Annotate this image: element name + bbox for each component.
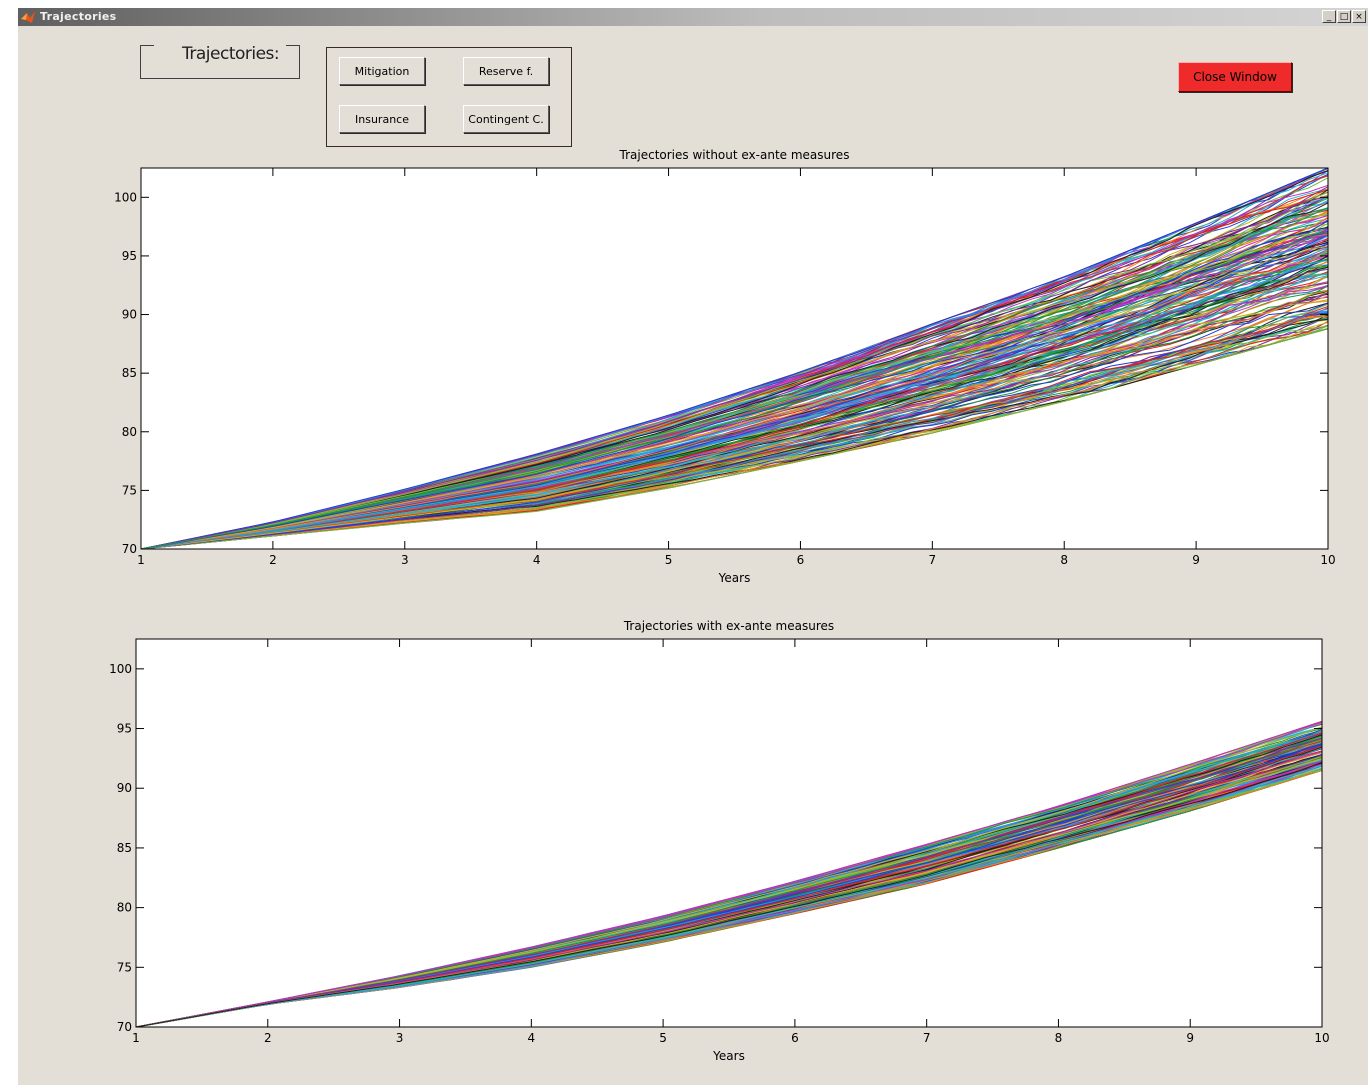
trajectories-frame [140, 45, 300, 79]
chart1-plot-area [136, 639, 1322, 1027]
chart1-y-tick-label: 100 [109, 662, 132, 676]
chart1-x-tick-label: 5 [659, 1031, 667, 1045]
chart0-trajectory-line [141, 207, 1328, 549]
chart1-y-tick-label: 95 [117, 722, 132, 736]
chart0-trajectory-line [141, 250, 1328, 549]
chart0-y-tick-label: 70 [122, 542, 137, 556]
chart1-trajectory-line [136, 726, 1322, 1027]
chart0-x-tick-label: 1 [137, 553, 145, 567]
chart1-x-tick-label: 3 [396, 1031, 404, 1045]
chart1-y-tick-label: 85 [117, 841, 132, 855]
chart0-trajectory-line [141, 313, 1328, 549]
chart1-axes-box [135, 638, 1323, 1028]
chart0-trajectory-line [141, 249, 1328, 549]
title-bar[interactable]: Trajectories _ □ × [18, 8, 1368, 26]
chart0-y-tick-label: 90 [122, 308, 137, 322]
chart1-x-axis-label: Years [712, 1049, 745, 1063]
chart0-y-tick-label: 85 [122, 366, 137, 380]
application-window: Trajectories _ □ × Trajectories: Mitigat… [18, 8, 1368, 1085]
chart1-x-tick-label: 8 [1055, 1031, 1063, 1045]
close-window-button[interactable]: Close Window [1178, 62, 1292, 92]
chart1-y-tick-label: 90 [117, 781, 132, 795]
chart0-x-tick-label: 10 [1320, 553, 1335, 567]
chart0-trajectory-line [141, 222, 1328, 549]
chart1-y-tick-label: 75 [117, 960, 132, 974]
chart0-title: Trajectories without ex-ante measures [619, 148, 850, 162]
chart0-trajectory-line [141, 220, 1328, 549]
chart-without-measures: Trajectories without ex-ante measures 1 2 3… [114, 148, 1336, 585]
chart0-trajectory-line [141, 268, 1328, 549]
chart0-x-tick-label: 3 [401, 553, 409, 567]
chart1-x-tick-label: 2 [264, 1031, 272, 1045]
chart0-x-axis-label: Years [718, 571, 751, 585]
window-title: Trajectories [40, 10, 117, 23]
chart0-y-tick-label: 80 [122, 425, 137, 439]
chart0-x-tick-label: 4 [533, 553, 541, 567]
chart1-series-group [136, 720, 1322, 1027]
chart1-trajectory-line [136, 758, 1322, 1027]
chart0-trajectory-line [141, 168, 1328, 549]
chart1-y-tick-label: 70 [117, 1020, 132, 1034]
chart0-y-tick-label: 100 [114, 190, 137, 204]
chart0-trajectory-line [141, 308, 1328, 549]
maximize-button[interactable]: □ [1337, 10, 1351, 23]
chart0-trajectory-line [141, 327, 1328, 549]
chart0-trajectory-line [141, 273, 1328, 549]
chart1-y-tick-label: 80 [117, 901, 132, 915]
minimize-button[interactable]: _ [1322, 10, 1336, 23]
chart0-x-tick-label: 5 [665, 553, 673, 567]
chart0-trajectory-line [141, 302, 1328, 549]
chart1-x-tick-label: 10 [1314, 1031, 1329, 1045]
chart0-trajectory-line [141, 216, 1328, 549]
reserve-fund-button[interactable]: Reserve f. [463, 57, 549, 85]
contingent-credit-button[interactable]: Contingent C. [463, 105, 549, 133]
insurance-button[interactable]: Insurance [339, 105, 425, 133]
maximize-icon: □ [1339, 12, 1349, 22]
trajectories-frame-label: Trajectories: [178, 44, 284, 64]
close-icon: × [1355, 12, 1363, 22]
measures-button-panel: Mitigation Reserve f. Insurance Continge… [326, 47, 572, 147]
chart0-x-tick-label: 7 [929, 553, 937, 567]
chart0-x-tick-label: 6 [797, 553, 805, 567]
minimize-icon: _ [1326, 12, 1332, 22]
chart1-x-tick-label: 4 [528, 1031, 536, 1045]
chart0-trajectory-line [141, 196, 1328, 549]
chart0-trajectory-line [141, 245, 1328, 549]
chart1-trajectory-line [136, 737, 1322, 1027]
chart1-x-tick-label: 7 [923, 1031, 931, 1045]
chart0-x-tick-label: 2 [269, 553, 277, 567]
chart0-x-tick-label: 9 [1192, 553, 1200, 567]
chart0-y-tick-label: 95 [122, 249, 137, 263]
chart1-x-tick-label: 1 [132, 1031, 140, 1045]
chart1-trajectory-line [136, 762, 1322, 1027]
chart0-x-tick-label: 8 [1060, 553, 1068, 567]
chart0-trajectory-line [141, 192, 1328, 549]
chart1-x-tick-label: 6 [791, 1031, 799, 1045]
matlab-logo-icon [21, 11, 35, 23]
chart0-axes-box [140, 167, 1329, 550]
chart1-title: Trajectories with ex-ante measures [623, 619, 834, 633]
chart1-trajectory-line [136, 721, 1322, 1027]
close-window-titlebar-button[interactable]: × [1352, 10, 1366, 23]
mitigation-button[interactable]: Mitigation [339, 57, 425, 85]
chart0-series-group [141, 168, 1328, 549]
chart0-trajectory-line [141, 248, 1328, 549]
chart1-x-tick-label: 9 [1186, 1031, 1194, 1045]
chart0-y-tick-label: 75 [122, 483, 137, 497]
chart0-trajectory-line [141, 238, 1328, 549]
chart0-plot-area [141, 168, 1328, 549]
chart0-trajectory-line [141, 300, 1328, 549]
chart-with-measures: Trajectories with ex-ante measures 1 2 3 4 5 6… [109, 619, 1330, 1063]
